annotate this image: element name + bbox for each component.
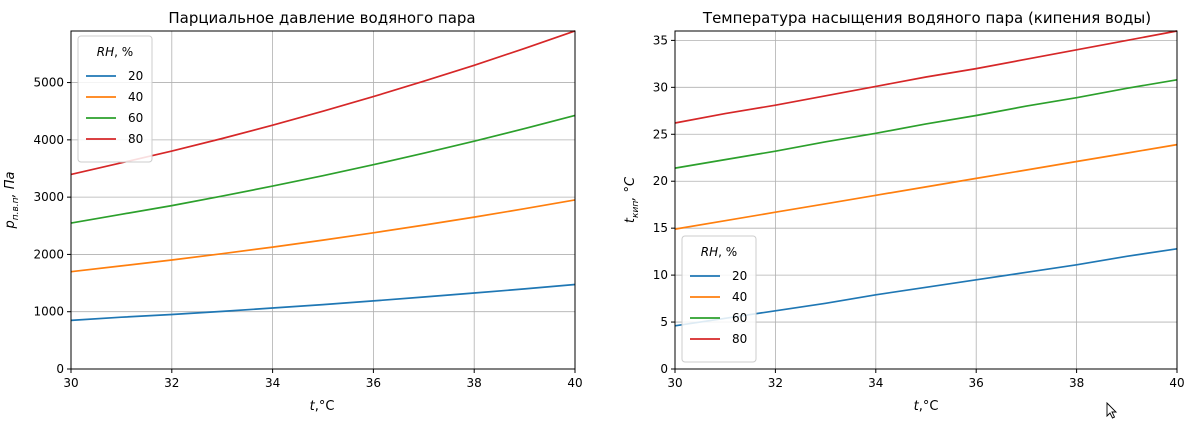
y-tick-label: 35 bbox=[653, 33, 668, 47]
legend-label: 80 bbox=[732, 332, 747, 346]
x-tick-label: 34 bbox=[868, 376, 883, 390]
y-axis-label: tкип, °C bbox=[623, 176, 641, 223]
mouse-cursor-icon bbox=[1106, 401, 1118, 419]
legend-title: RH, % bbox=[97, 45, 133, 59]
y-tick-label: 1000 bbox=[33, 305, 64, 319]
legend-box bbox=[77, 35, 153, 163]
legend: RH, % 20 40 60 80 bbox=[77, 35, 153, 163]
legend-label: 80 bbox=[128, 132, 143, 146]
legend-label: 40 bbox=[128, 90, 143, 104]
y-tick-label: 0 bbox=[660, 362, 668, 376]
x-axis-label: t,°C bbox=[310, 399, 335, 414]
y-tick-label: 2000 bbox=[33, 247, 64, 261]
chart-title: Парциальное давление водяного пара bbox=[168, 9, 475, 27]
y-tick-label: 20 bbox=[653, 174, 668, 188]
chart-title: Температура насыщения водяного пара (кип… bbox=[702, 9, 1151, 27]
y-tick-label: 3000 bbox=[33, 190, 64, 204]
series-line-40 bbox=[674, 143, 1178, 230]
y-tick-label: 30 bbox=[653, 80, 668, 94]
y-tick-label: 10 bbox=[653, 268, 668, 282]
y-axis-label: pп.в.п, Па bbox=[3, 171, 21, 229]
series-line-80 bbox=[674, 30, 1178, 124]
plot-frame bbox=[674, 30, 1178, 370]
x-tick-label: 32 bbox=[164, 376, 179, 390]
legend: RH, % 20 40 60 80 bbox=[681, 235, 757, 363]
x-ticks: 30 32 34 36 38 40 bbox=[667, 369, 1185, 390]
x-tick-label: 40 bbox=[567, 376, 582, 390]
series-lines bbox=[70, 30, 576, 322]
series-lines bbox=[674, 30, 1178, 327]
x-tick-label: 36 bbox=[969, 376, 984, 390]
legend-title: RH, % bbox=[701, 245, 737, 259]
grid bbox=[674, 31, 1178, 370]
x-axis-label: t,°C bbox=[914, 399, 939, 414]
series-line-40 bbox=[70, 199, 576, 273]
x-tick-label: 38 bbox=[1069, 376, 1084, 390]
legend-label: 20 bbox=[128, 69, 143, 83]
y-tick-label: 0 bbox=[56, 362, 64, 376]
x-ticks: 30 32 34 36 38 40 bbox=[63, 369, 583, 390]
x-tick-label: 40 bbox=[1169, 376, 1184, 390]
y-tick-label: 5 bbox=[660, 315, 668, 329]
series-line-20 bbox=[70, 283, 576, 322]
y-ticks: 0 1000 2000 3000 4000 5000 bbox=[33, 76, 71, 376]
plot-frame bbox=[70, 30, 576, 370]
legend-label: 40 bbox=[732, 290, 747, 304]
y-tick-label: 4000 bbox=[33, 133, 64, 147]
legend-label: 20 bbox=[732, 269, 747, 283]
legend-label: 60 bbox=[732, 311, 747, 325]
x-tick-label: 32 bbox=[768, 376, 783, 390]
y-ticks: 0 5 10 15 20 25 30 35 bbox=[653, 33, 675, 376]
x-tick-label: 30 bbox=[667, 376, 682, 390]
y-tick-label: 25 bbox=[653, 127, 668, 141]
x-tick-label: 38 bbox=[467, 376, 482, 390]
legend-box bbox=[681, 235, 757, 363]
chart-saturation-temperature: Температура насыщения водяного пара (кип… bbox=[623, 9, 1185, 414]
series-line-60 bbox=[70, 114, 576, 224]
series-line-20 bbox=[674, 247, 1178, 327]
x-tick-label: 34 bbox=[265, 376, 280, 390]
series-line-80 bbox=[70, 30, 576, 176]
y-tick-label: 15 bbox=[653, 221, 668, 235]
series-line-60 bbox=[674, 78, 1178, 169]
x-tick-label: 30 bbox=[63, 376, 78, 390]
legend-label: 60 bbox=[128, 111, 143, 125]
chart-partial-pressure: Парциальное давление водяного пара 30 32 3… bbox=[3, 9, 583, 414]
y-tick-label: 5000 bbox=[33, 76, 64, 90]
x-tick-label: 36 bbox=[366, 376, 381, 390]
